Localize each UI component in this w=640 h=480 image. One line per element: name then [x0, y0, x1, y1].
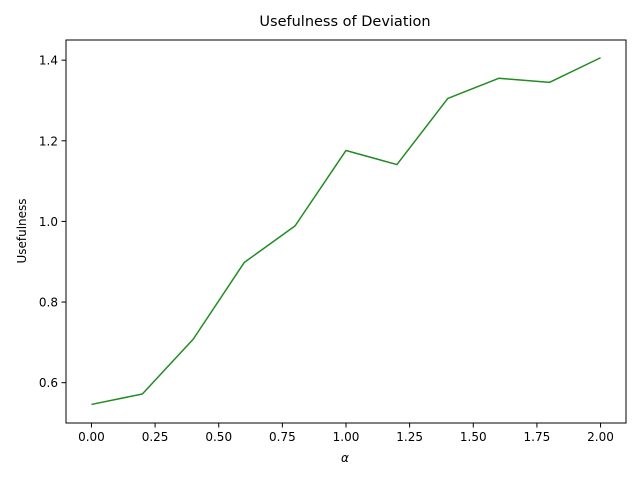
chart-title: Usefulness of Deviation — [259, 14, 430, 30]
x-tick-label: 1.75 — [524, 430, 551, 444]
x-tick-label: 1.25 — [396, 430, 423, 444]
y-tick-label: 1.4 — [39, 54, 58, 68]
x-tick-label: 0.75 — [269, 430, 296, 444]
x-tick-label: 1.50 — [460, 430, 487, 444]
series-line — [91, 57, 601, 406]
y-tick-label: 1.0 — [39, 215, 58, 229]
x-tick-label: 2.00 — [587, 430, 614, 444]
y-tick-label: 0.6 — [39, 376, 58, 390]
y-axis-label: Usefulness — [15, 198, 29, 263]
x-tick-label: 1.00 — [333, 430, 360, 444]
x-tick-label: 0.00 — [78, 430, 105, 444]
y-tick-label: 1.2 — [39, 134, 58, 148]
plot-area — [91, 57, 601, 406]
x-axis: 0.00 0.25 0.50 0.75 1.00 1.25 1.50 1.75 2.00 — [78, 423, 614, 444]
x-tick-label: 0.50 — [205, 430, 232, 444]
x-axis-label: α — [341, 451, 349, 465]
y-tick-label: 0.8 — [39, 296, 58, 310]
axes-frame — [65, 39, 627, 424]
y-axis: 0.6 0.8 1.0 1.2 1.4 — [39, 54, 66, 390]
x-tick-label: 0.25 — [142, 430, 169, 444]
